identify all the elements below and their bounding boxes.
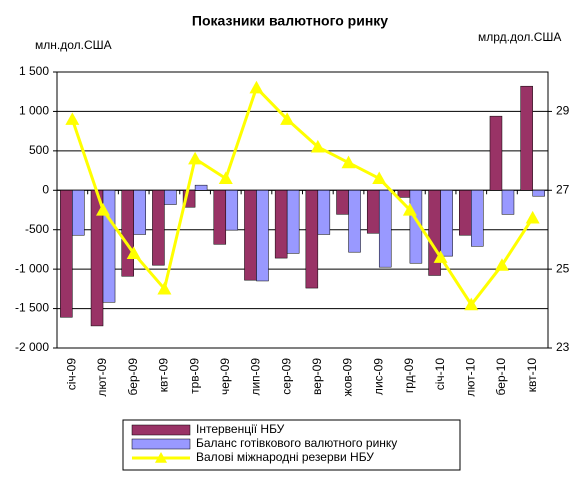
legend-label: Валові міжнародні резерви НБУ (196, 450, 374, 464)
y-tick-label: 1 000 (19, 104, 49, 118)
bar (520, 85, 533, 191)
marker (464, 297, 479, 311)
bar (256, 190, 269, 282)
marker (372, 171, 387, 185)
bar (152, 190, 165, 266)
x-tick-label: бер-09 (126, 358, 140, 396)
x-tick-label: сер-09 (279, 358, 293, 395)
bar (225, 190, 239, 231)
bar (366, 190, 380, 234)
y2-tick-label: 25 (556, 261, 570, 275)
legend-marker (155, 452, 167, 463)
legend-swatch (131, 424, 191, 436)
bar (532, 190, 545, 197)
y2-tick-label: 23 (556, 340, 570, 354)
y-tick-label: -500 (25, 222, 49, 236)
bar (317, 190, 331, 235)
x-tick-label: січ-09 (65, 358, 79, 391)
x-tick-label: бер-10 (494, 358, 508, 396)
x-tick-label: чер-09 (218, 358, 232, 395)
bar (274, 190, 288, 259)
bar (213, 190, 227, 245)
bar (440, 190, 453, 257)
bar (194, 184, 208, 191)
bar (244, 190, 257, 281)
marker (310, 139, 325, 153)
bar (459, 190, 472, 236)
bar (60, 190, 73, 318)
bar (121, 190, 134, 277)
y-tick-label: -1 000 (15, 261, 49, 275)
marker (402, 203, 417, 216)
x-tick-label: лис-09 (371, 358, 385, 395)
bar (397, 190, 411, 198)
marker (494, 258, 509, 271)
bar (102, 190, 116, 303)
x-tick-label: квт-09 (157, 358, 171, 393)
y-tick-label: 500 (29, 143, 49, 157)
bar (348, 190, 361, 253)
x-tick-label: трв-09 (187, 358, 201, 394)
marker (525, 210, 540, 224)
x-tick-label: квт-10 (525, 358, 539, 393)
x-tick-label: вер-09 (310, 358, 324, 395)
x-tick-label: січ-10 (433, 358, 447, 391)
bar (489, 115, 503, 191)
y-axis-label: млн.дол.США (35, 38, 112, 52)
marker (65, 112, 80, 125)
marker (341, 155, 356, 169)
legend-swatch (131, 438, 191, 450)
y2-axis-label: млрд.дол.США (478, 30, 561, 44)
marker (188, 151, 203, 165)
legend-label: Баланс готівкового валютного ринку (196, 436, 397, 450)
bar (72, 190, 85, 236)
bar (471, 190, 484, 247)
x-tick-label: лип-09 (249, 358, 263, 396)
y-tick-label: -2 000 (15, 340, 49, 354)
marker (126, 246, 141, 259)
marker (218, 171, 233, 185)
marker (96, 203, 111, 216)
y2-tick-label: 27 (556, 182, 570, 196)
y-tick-label: -1 500 (15, 301, 49, 315)
bar (133, 190, 146, 235)
marker (157, 281, 172, 295)
x-tick-label: лют-10 (463, 358, 477, 397)
bar (286, 190, 300, 254)
x-tick-label: лют-09 (95, 358, 109, 397)
y2-tick-label: 29 (556, 104, 570, 118)
legend-label: Інтервенції НБУ (196, 422, 285, 436)
marker (280, 112, 295, 125)
bar (501, 190, 515, 215)
y-tick-label: 0 (42, 182, 49, 196)
bar (164, 190, 177, 205)
y-tick-label: 1 500 (19, 64, 49, 78)
bar (336, 190, 349, 215)
bar (305, 190, 319, 289)
marker (433, 250, 448, 263)
bar (378, 190, 392, 268)
x-tick-label: жов-09 (341, 358, 355, 397)
chart-title: Показники валютного ринку (192, 13, 388, 29)
marker (249, 80, 264, 94)
line (70, 84, 534, 308)
x-tick-label: грд-09 (402, 358, 416, 393)
